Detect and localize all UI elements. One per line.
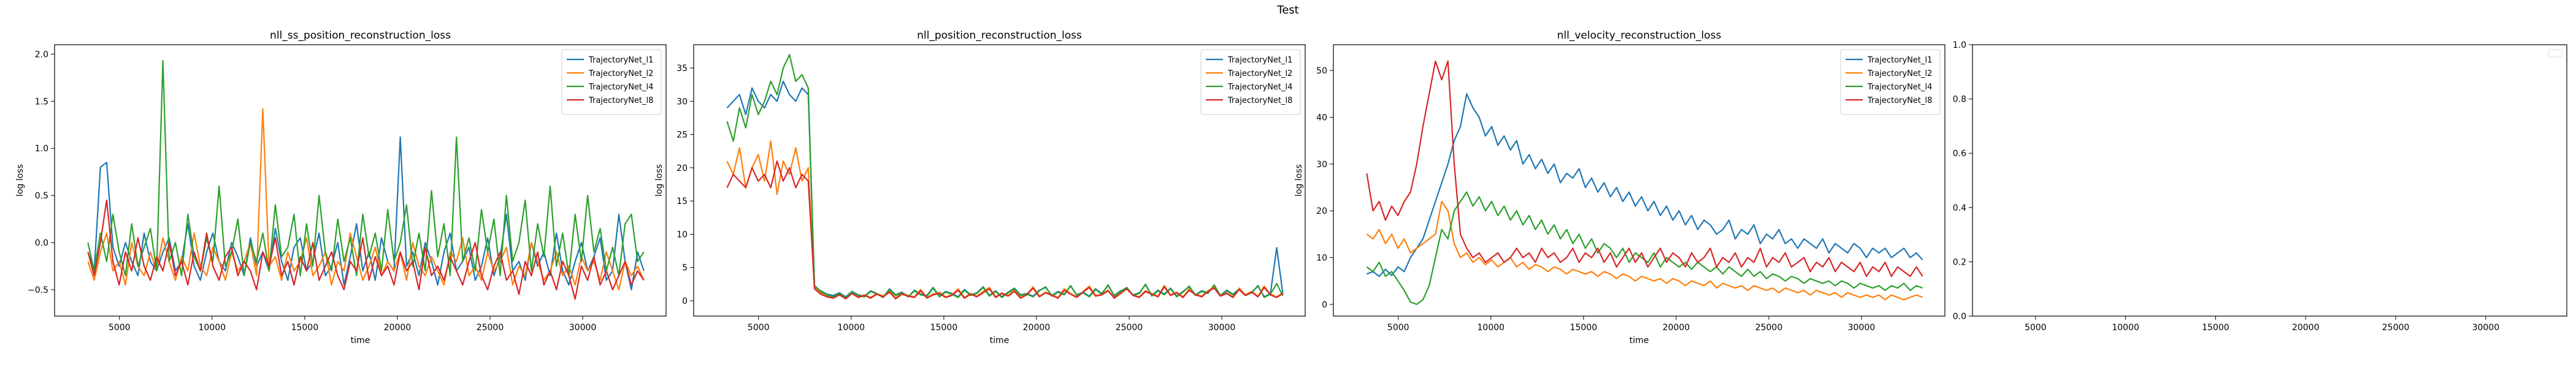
series-line-TrajectoryNet_l1 [1367,93,1923,278]
legend-box [561,49,662,115]
y-tick-label: 0 [682,296,688,306]
y-axis-label: log loss [654,164,664,197]
x-tick-label: 25000 [1116,323,1143,333]
legend-label: TrajectoryNet_l4 [1227,83,1292,92]
x-axis-label: time [351,336,370,345]
x-tick-label: 5000 [748,323,770,333]
x-tick-label: 15000 [930,323,958,333]
legend-label: TrajectoryNet_l1 [1867,56,1932,65]
legend-label: TrajectoryNet_l1 [588,56,653,65]
y-tick-label: 0.2 [1953,257,1966,267]
legend-box [1840,49,1941,115]
x-tick-label: 25000 [477,323,504,333]
legend-label: TrajectoryNet_l4 [588,83,653,92]
y-tick-label: 1.0 [1953,40,1966,50]
axes-frame [693,44,1306,317]
x-tick-label: 5000 [1387,323,1409,333]
series-line-TrajectoryNet_l4 [1366,191,1923,305]
series-line-TrajectoryNet_l4 [87,60,645,276]
subplot-title: nll_ss_position_reconstruction_loss [270,29,451,42]
y-tick-label: 50 [1316,66,1327,76]
x-tick-label: 30000 [1208,323,1236,333]
x-axis-label: time [1630,336,1649,345]
subplot-2: nll_position_reconstruction_loss 5000 1000… [654,29,1306,345]
y-tick-label: 15 [677,197,688,206]
y-tick-label: 10 [1316,254,1327,263]
legend-label: TrajectoryNet_l8 [588,96,653,105]
subplot-title: nll_velocity_reconstruction_loss [1557,29,1722,42]
y-axis-label: log loss [1294,164,1304,197]
y-tick-label: 0 [1322,300,1327,310]
y-tick-label: 0.5 [35,191,48,201]
y-tick-label: 1.5 [35,97,48,107]
axes-frame [1972,44,2567,317]
x-tick-label: 15000 [291,323,319,333]
x-tick-label: 25000 [2382,323,2410,333]
x-tick-label: 30000 [1848,323,1876,333]
legend-label: TrajectoryNet_l8 [1227,96,1292,105]
x-tick-label: 20000 [384,323,412,333]
subplot-3: nll_velocity_reconstruction_loss 5000 1000… [1294,29,1945,345]
legend-label: TrajectoryNet_l8 [1867,96,1932,105]
x-tick-label: 30000 [2472,323,2500,333]
series-line-TrajectoryNet_l8 [1366,60,1923,278]
legend-label: TrajectoryNet_l1 [1227,56,1292,65]
y-tick-label: 25 [677,130,688,140]
x-tick-label: 30000 [569,323,597,333]
x-tick-label: 10000 [199,323,226,333]
subplot-4: 5000 10000 15000 20000 25000 30000 0.0 0.2 0.4 0.… [1953,40,2567,333]
x-tick-label: 10000 [838,323,865,333]
y-tick-label: 0.8 [1953,95,1966,105]
x-tick-label: 10000 [2112,323,2139,333]
legend-label: TrajectoryNet_l2 [1867,69,1932,78]
x-tick-label: 5000 [109,323,131,333]
subplot-1: nll_ss_position_reconstruction_loss 5000 1… [15,29,667,345]
series-line-TrajectoryNet_l8 [87,199,645,300]
y-tick-label: 2.0 [35,50,48,59]
y-tick-label: 10 [677,230,688,240]
axes-frame [54,44,667,317]
y-tick-label: 1.0 [35,144,48,154]
y-tick-label: 0.0 [1953,312,1966,322]
x-tick-label: 15000 [2202,323,2229,333]
y-tick-label: 20 [677,164,688,173]
series-line-TrajectoryNet_l2 [1366,200,1923,301]
legend-label: TrajectoryNet_l2 [588,69,653,78]
legend-box-empty [2548,49,2563,58]
y-tick-label: 35 [677,64,688,74]
x-tick-label: 25000 [1755,323,1783,333]
y-tick-label: 5 [682,263,688,273]
figure-title: Test [1277,4,1299,17]
y-tick-label: 0.0 [35,238,48,248]
y-tick-label: −0.5 [28,285,48,295]
y-tick-label: 30 [677,97,688,107]
legend-label: TrajectoryNet_l2 [1227,69,1292,78]
x-tick-label: 5000 [2025,323,2047,333]
legend-box [1200,49,1301,115]
subplot-title: nll_position_reconstruction_loss [917,29,1082,42]
series-line-TrajectoryNet_l1 [726,80,1284,298]
y-tick-label: 30 [1316,160,1327,170]
y-tick-label: 0.4 [1953,203,1966,213]
series-line-TrajectoryNet_l2 [87,108,645,290]
x-axis-label: time [990,336,1010,345]
x-tick-label: 15000 [1570,323,1598,333]
y-tick-label: 40 [1316,113,1327,123]
legend-label: TrajectoryNet_l4 [1867,83,1932,92]
y-tick-label: 0.6 [1953,149,1966,159]
x-tick-label: 20000 [1663,323,1690,333]
series-line-TrajectoryNet_l8 [726,160,1284,300]
y-tick-label: 20 [1316,206,1327,216]
y-axis-label: log loss [15,164,25,197]
x-tick-label: 20000 [2292,323,2320,333]
x-tick-label: 20000 [1023,323,1051,333]
series-line-TrajectoryNet_l4 [726,54,1284,298]
axes-frame [1333,44,1945,317]
x-tick-label: 10000 [1478,323,1505,333]
